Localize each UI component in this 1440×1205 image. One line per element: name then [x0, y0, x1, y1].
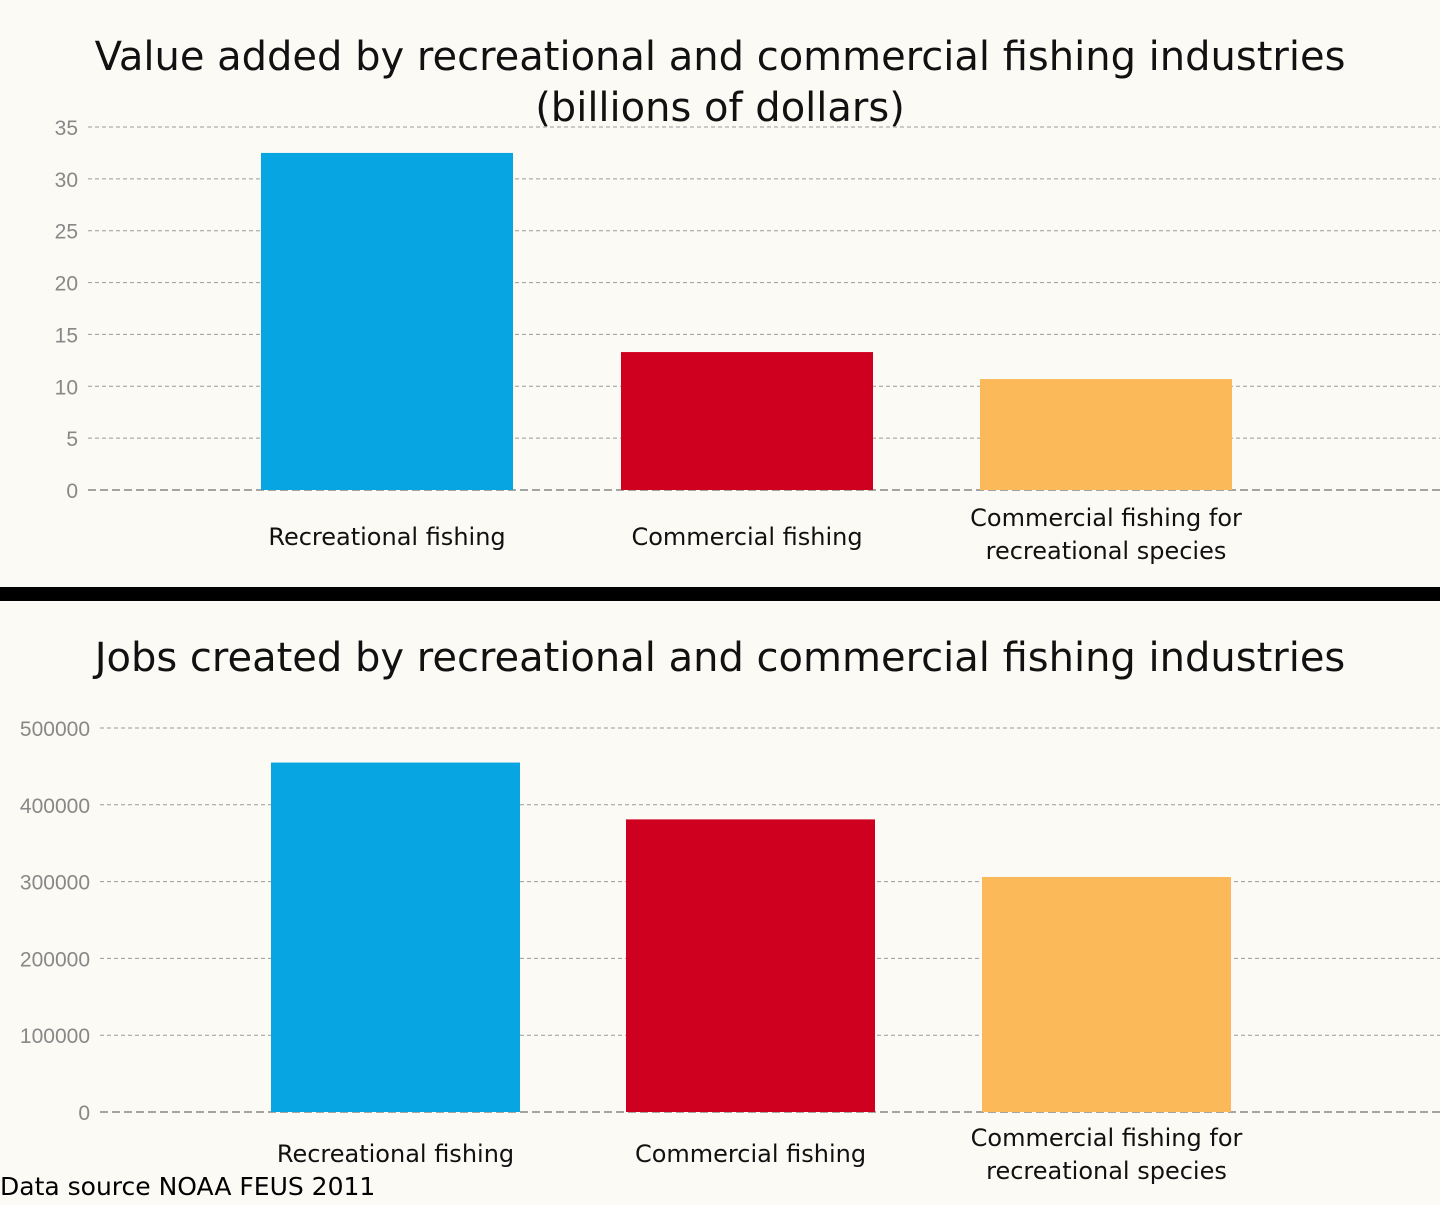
x-tick-label: recreational species: [986, 537, 1227, 565]
y-tick-label: 200000: [20, 948, 90, 971]
x-tick-label: Commercial fishing: [635, 1140, 866, 1168]
section-divider: [0, 587, 1440, 601]
y-tick-label: 15: [55, 324, 78, 347]
y-tick-label: 25: [55, 221, 78, 244]
x-tick-label: Recreational fishing: [268, 523, 505, 551]
y-tick-label: 0: [78, 1102, 90, 1125]
y-tick-label: 0: [66, 480, 78, 503]
value-added-chart: Value added by recreational and commerci…: [55, 34, 1440, 565]
x-tick-label: Commercial fishing: [631, 523, 862, 551]
chart-subtitle: (billions of dollars): [535, 85, 905, 131]
jobs-chart: Jobs created by recreational and commerc…: [20, 635, 1440, 1185]
y-tick-label: 35: [55, 117, 78, 140]
chart-title: Value added by recreational and commerci…: [95, 34, 1346, 80]
x-tick-label: Commercial fishing for: [971, 1124, 1243, 1152]
bar: [982, 876, 1231, 1112]
bar: [261, 152, 513, 490]
x-tick-label: recreational species: [986, 1157, 1227, 1185]
x-tick-label: Recreational fishing: [277, 1140, 514, 1168]
y-tick-label: 400000: [20, 795, 90, 818]
y-tick-label: 5: [66, 428, 78, 451]
y-tick-label: 300000: [20, 872, 90, 895]
bar: [626, 819, 875, 1112]
bar: [621, 352, 873, 490]
y-tick-label: 30: [55, 169, 78, 192]
y-tick-label: 10: [55, 376, 78, 399]
chart-title: Jobs created by recreational and commerc…: [92, 635, 1346, 681]
y-tick-label: 100000: [20, 1025, 90, 1048]
bar: [980, 379, 1232, 490]
bar: [271, 762, 520, 1112]
x-tick-label: Commercial fishing for: [970, 504, 1242, 532]
data-source-note: Data source NOAA FEUS 2011: [0, 1172, 376, 1201]
y-tick-label: 500000: [20, 718, 90, 741]
y-tick-label: 20: [55, 273, 78, 296]
